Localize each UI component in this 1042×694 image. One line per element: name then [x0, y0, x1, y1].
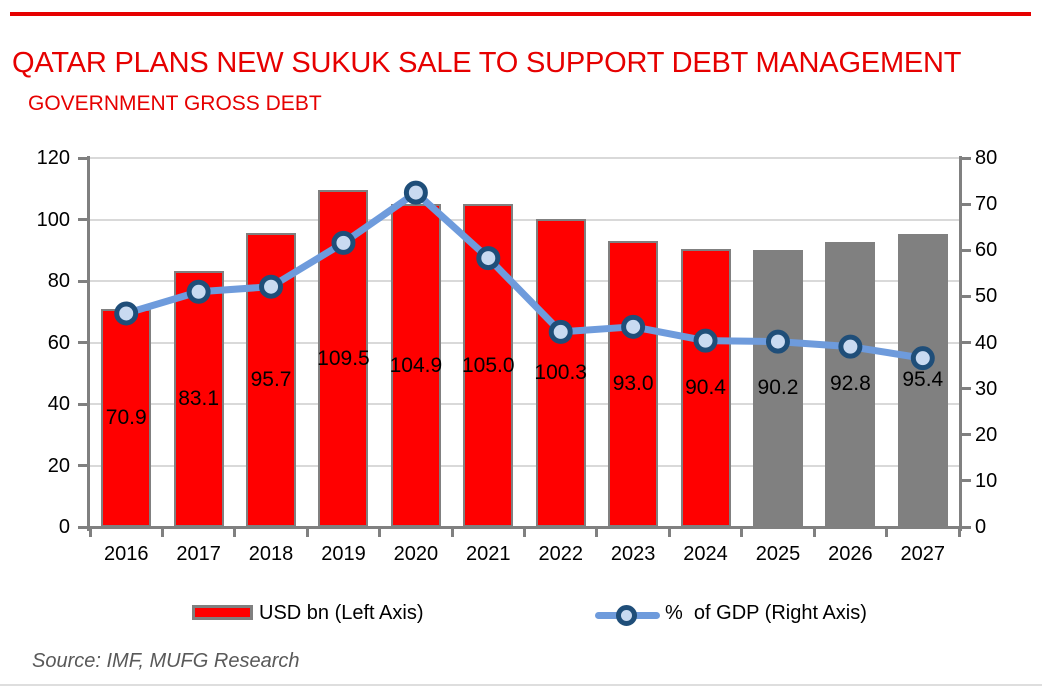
x-axis-category-label: 2024: [683, 543, 728, 565]
x-axis-tick: [233, 528, 237, 537]
x-axis-category-label: 2019: [321, 543, 366, 565]
y-axis-left-tick-label: 60: [47, 331, 70, 354]
x-axis-tick: [740, 528, 744, 537]
bar-value-label: 95.4: [902, 368, 944, 392]
y-axis-left-tick: [78, 341, 87, 344]
x-axis-category-label: 2022: [538, 543, 583, 565]
y-axis-right-tick-label: 60: [975, 239, 998, 262]
y-axis-left-tick-label: 0: [58, 516, 70, 538]
y-axis-right-line: [959, 156, 962, 531]
x-axis-tick: [667, 528, 671, 537]
bar-value-label: 93.0: [612, 372, 654, 395]
y-axis-left-tick: [78, 525, 87, 529]
y-axis-right-tick: [962, 341, 971, 344]
bar-value-label: 95.7: [250, 367, 292, 391]
x-axis-tick: [450, 528, 454, 537]
y-axis-left-tick-label: 80: [47, 270, 70, 292]
y-axis-left-tick: [78, 218, 87, 221]
y-axis-right-tick-label: 0: [975, 516, 987, 538]
x-axis-tick: [957, 528, 961, 537]
legend-bar-label: USD bn (Left Axis): [259, 602, 424, 624]
x-axis-tick: [305, 528, 309, 537]
bar-value-label: 90.2: [757, 376, 799, 400]
bar-value-label: 70.9: [105, 405, 147, 429]
y-axis-right-tick-label: 20: [975, 423, 998, 446]
y-axis-left-tick: [78, 464, 87, 467]
y-axis-right-tick-label: 30: [975, 377, 998, 400]
y-axis-left-tick-label: 20: [47, 454, 70, 477]
y-axis-right-tick-label: 80: [975, 147, 998, 169]
chart-title: GOVERNMENT GROSS DEBT: [28, 92, 322, 115]
x-axis-category-label: 2021: [466, 543, 511, 565]
bar-value-label: 83.1: [178, 387, 220, 411]
gdp-line-marker: [403, 180, 428, 205]
y-axis-right-tick: [962, 202, 971, 206]
y-axis-left-tick-label: 120: [36, 147, 70, 169]
y-axis-right-tick: [962, 294, 971, 298]
x-axis-category-label: 2018: [248, 543, 294, 565]
x-axis-category-label: 2026: [828, 543, 873, 565]
x-axis-tick: [160, 528, 164, 537]
source-note: Source: IMF, MUFG Research: [32, 650, 300, 672]
x-axis-category-label: 2016: [103, 543, 149, 565]
bar-value-label: 109.5: [317, 346, 370, 370]
legend-line-circle-icon: [616, 605, 637, 626]
bar-value-label: 104.9: [389, 353, 443, 377]
y-axis-right-tick-label: 50: [975, 285, 998, 308]
legend-line-marker-icon: [595, 605, 660, 626]
y-axis-right-tick: [962, 387, 971, 391]
gridline: [90, 464, 959, 467]
legend-line-label: % of GDP (Right Axis): [665, 602, 867, 624]
y-axis-right-tick: [962, 156, 971, 160]
y-axis-right-tick: [962, 248, 971, 252]
x-axis-tick: [812, 528, 816, 537]
bar-value-label: 100.3: [534, 360, 587, 384]
gridline: [90, 403, 959, 405]
y-axis-left-line: [87, 156, 90, 531]
y-axis-right-tick-label: 40: [975, 331, 998, 354]
header-accent-rule: [10, 12, 1031, 16]
y-axis-right-tick-label: 70: [975, 193, 998, 216]
y-axis-left-tick: [78, 402, 87, 406]
x-axis-tick: [885, 528, 889, 537]
x-axis-category-label: 2027: [900, 543, 946, 565]
bar-value-label: 90.4: [685, 376, 726, 399]
legend-bar-swatch-icon: [192, 605, 253, 620]
y-axis-left-tick-label: 40: [47, 393, 70, 415]
x-axis-category-label: 2025: [755, 543, 801, 565]
y-axis-left-tick: [78, 156, 87, 160]
x-axis-tick: [378, 528, 382, 537]
y-axis-right-tick: [962, 433, 971, 437]
bottom-divider: [0, 684, 1042, 686]
x-axis-tick: [595, 528, 599, 537]
y-axis-right-tick: [962, 525, 971, 529]
x-axis-tick: [523, 528, 526, 537]
x-axis-line: [86, 526, 963, 529]
x-axis-category-label: 2020: [393, 543, 439, 565]
y-axis-left-tick-label: 100: [36, 208, 70, 231]
bar-value-label: 105.0: [462, 353, 515, 377]
y-axis-right-tick: [962, 479, 971, 483]
x-axis-category-label: 2017: [176, 543, 221, 565]
bar-value-label: 92.8: [829, 372, 871, 396]
y-axis-left-tick: [78, 279, 87, 283]
page-title: QATAR PLANS NEW SUKUK SALE TO SUPPORT DE…: [12, 47, 962, 79]
x-axis-category-label: 2023: [610, 543, 656, 565]
gridline: [90, 157, 959, 159]
x-axis-tick: [88, 528, 92, 537]
y-axis-right-tick-label: 10: [975, 469, 998, 492]
gridline: [90, 218, 959, 221]
